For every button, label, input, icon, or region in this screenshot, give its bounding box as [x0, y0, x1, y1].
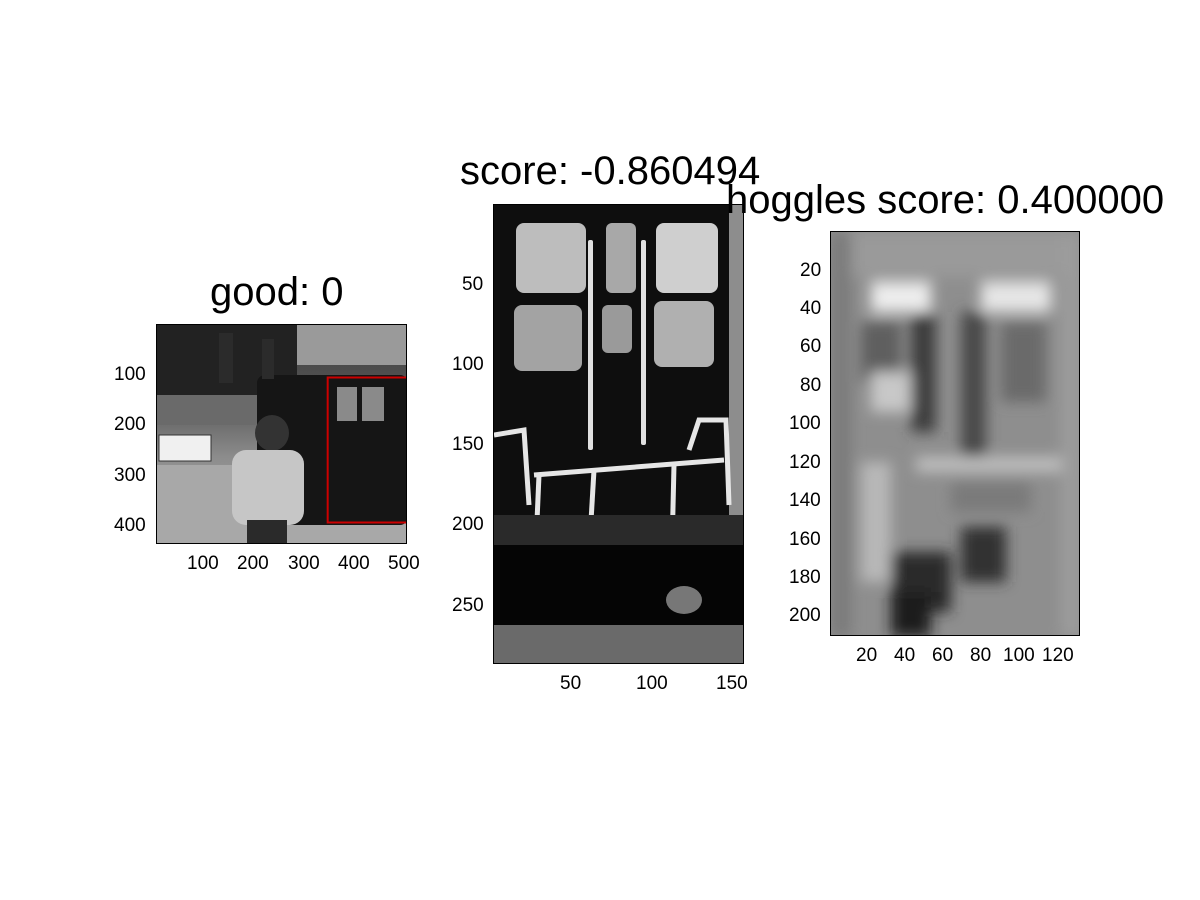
y-tick-label: 300 — [114, 465, 146, 486]
x-tick-label: 100 — [1003, 645, 1035, 666]
panel-2-title: score: -0.860494 — [460, 149, 761, 193]
panel-2-image — [494, 205, 743, 663]
x-tick-label: 100 — [636, 673, 668, 694]
x-tick-label: 200 — [237, 553, 269, 574]
y-tick-label: 200 — [452, 514, 484, 535]
panel-3-title: hoggles score: 0.400000 — [726, 178, 1165, 222]
y-tick-label: 120 — [789, 452, 821, 473]
panel-2-axes — [493, 204, 744, 664]
panel-3-image — [831, 232, 1079, 635]
y-tick-label: 40 — [800, 298, 822, 319]
x-tick-label: 500 — [388, 553, 420, 574]
x-tick-label: 300 — [288, 553, 320, 574]
x-tick-label: 40 — [894, 645, 916, 666]
y-tick-label: 50 — [462, 274, 484, 295]
y-tick-label: 160 — [789, 529, 821, 550]
x-tick-label: 20 — [856, 645, 878, 666]
x-tick-label: 150 — [716, 673, 748, 694]
panel-1-axes — [156, 324, 407, 544]
y-tick-label: 20 — [800, 260, 822, 281]
y-tick-label: 200 — [789, 605, 821, 626]
y-tick-label: 100 — [452, 354, 484, 375]
y-tick-label: 60 — [800, 336, 822, 357]
panel-3-axes — [830, 231, 1080, 636]
y-tick-label: 150 — [452, 434, 484, 455]
panel-1-title: good: 0 — [210, 270, 344, 314]
x-tick-label: 120 — [1042, 645, 1074, 666]
y-tick-label: 400 — [114, 515, 146, 536]
y-tick-label: 180 — [789, 567, 821, 588]
detection-box — [326, 376, 406, 524]
y-tick-label: 100 — [789, 413, 821, 434]
x-tick-label: 80 — [970, 645, 992, 666]
x-tick-label: 60 — [932, 645, 954, 666]
y-tick-label: 250 — [452, 595, 484, 616]
x-tick-label: 50 — [560, 673, 582, 694]
y-tick-label: 100 — [114, 364, 146, 385]
panel-1-image — [157, 325, 406, 543]
y-tick-label: 80 — [800, 375, 822, 396]
y-tick-label: 200 — [114, 414, 146, 435]
x-tick-label: 100 — [187, 553, 219, 574]
x-tick-label: 400 — [338, 553, 370, 574]
y-tick-label: 140 — [789, 490, 821, 511]
